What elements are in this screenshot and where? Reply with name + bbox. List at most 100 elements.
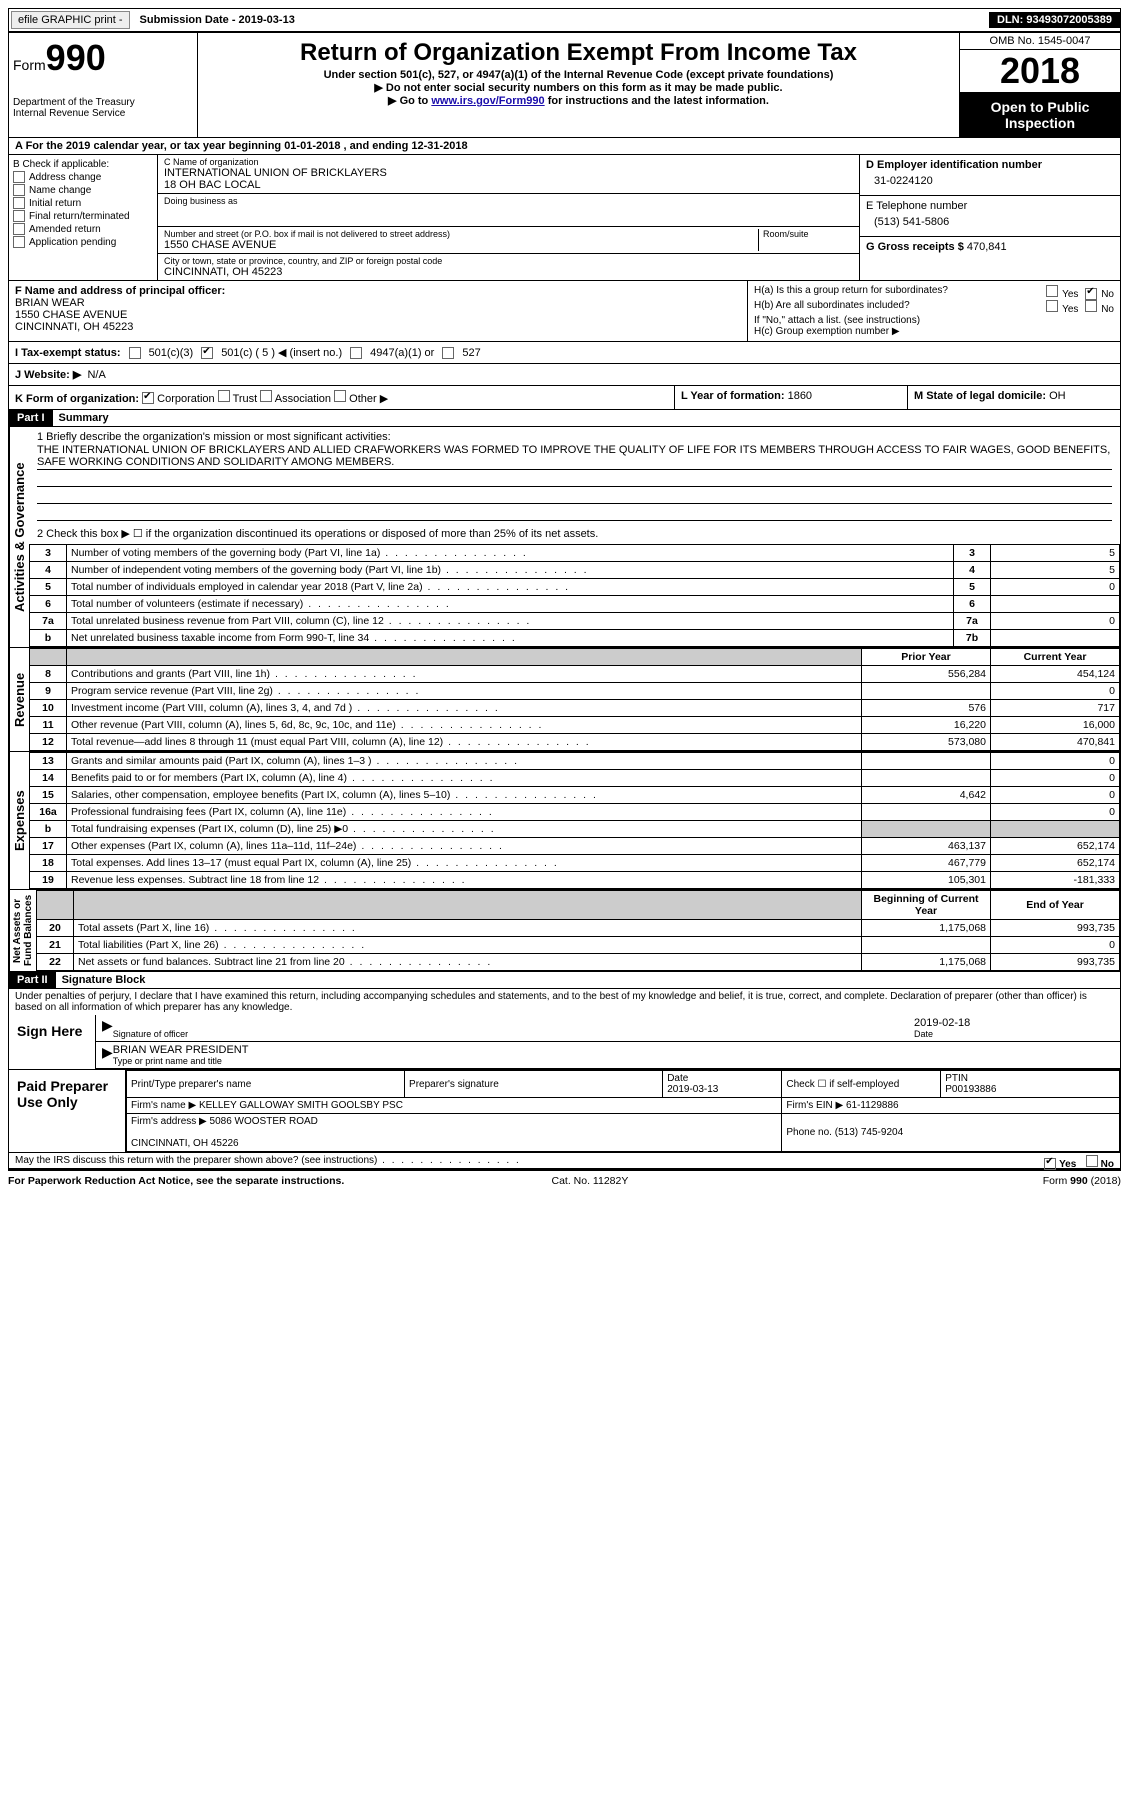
vtab-revenue: Revenue [9, 648, 29, 751]
c-name-label: C Name of organization [164, 157, 853, 167]
part2-badge: Part II [9, 972, 56, 988]
city-state-zip: CINCINNATI, OH 45223 [164, 266, 853, 278]
mission-label: 1 Briefly describe the organization's mi… [37, 431, 1112, 443]
revenue-table: Prior YearCurrent Year8Contributions and… [29, 648, 1120, 751]
chk-assoc[interactable] [260, 390, 272, 402]
chk-trust[interactable] [218, 390, 230, 402]
mission-text: THE INTERNATIONAL UNION OF BRICKLAYERS A… [37, 443, 1112, 470]
hb-yes[interactable] [1046, 300, 1058, 312]
efile-print-button[interactable]: efile GRAPHIC print - [11, 11, 130, 29]
street-address: 1550 CHASE AVENUE [164, 239, 758, 251]
section-bcdeg: B Check if applicable: Address change Na… [8, 155, 1121, 281]
vtab-activities: Activities & Governance [9, 427, 29, 647]
h-b: H(b) Are all subordinates included? Yes … [754, 300, 1114, 311]
discuss-no[interactable] [1086, 1155, 1098, 1167]
row-i-tax-status: I Tax-exempt status: 501(c)(3) 501(c) ( … [8, 342, 1121, 364]
irs-link[interactable]: www.irs.gov/Form990 [431, 95, 544, 107]
form-header: Form990 Department of the Treasury Inter… [8, 32, 1121, 138]
chk-amended[interactable] [13, 223, 25, 235]
form-ref: Form 990 (2018) [1043, 1175, 1121, 1187]
arrow-icon: ▶ [102, 1017, 113, 1039]
part1-title: Summary [53, 410, 115, 426]
sig-date: 2019-02-18 [914, 1017, 1114, 1029]
expenses-table: 13Grants and similar amounts paid (Part … [29, 752, 1120, 889]
b-label: B Check if applicable: [13, 159, 153, 170]
ha-no[interactable] [1085, 288, 1097, 300]
expenses-section: Expenses 13Grants and similar amounts pa… [8, 752, 1121, 890]
subtitle-2: ▶ Do not enter social security numbers o… [206, 81, 951, 94]
chk-initial-return[interactable] [13, 197, 25, 209]
firm-phone: (513) 745-9204 [835, 1127, 903, 1138]
arrow-icon: ▶ [102, 1044, 113, 1066]
line-2: 2 Check this box ▶ ☐ if the organization… [37, 527, 1112, 540]
dba-label: Doing business as [164, 196, 853, 206]
h-c: H(c) Group exemption number ▶ [754, 326, 1114, 337]
sign-here-label: Sign Here [9, 1015, 96, 1069]
row-j-website: J Website: ▶ N/A [8, 364, 1121, 386]
subtitle-3: ▶ Go to www.irs.gov/Form990 for instruct… [206, 94, 951, 107]
room-label: Room/suite [763, 229, 853, 239]
self-employed-check[interactable]: Check ☐ if self-employed [782, 1071, 941, 1098]
officer-address: 1550 CHASE AVENUE CINCINNATI, OH 45223 [15, 309, 741, 333]
firm-ein: 61-1129886 [846, 1100, 899, 1111]
chk-corp[interactable] [142, 392, 154, 404]
form-title: Return of Organization Exempt From Incom… [206, 39, 951, 67]
revenue-section: Revenue Prior YearCurrent Year8Contribut… [8, 648, 1121, 752]
submission-date: Submission Date - 2019-03-13 [132, 12, 303, 28]
ha-yes[interactable] [1046, 285, 1058, 297]
phone-value: (513) 541-5806 [866, 212, 1114, 232]
city-label: City or town, state or province, country… [164, 256, 853, 266]
part2-title: Signature Block [56, 972, 152, 988]
h-a: H(a) Is this a group return for subordin… [754, 285, 1114, 296]
section-fh: F Name and address of principal officer:… [8, 281, 1121, 342]
vtab-expenses: Expenses [9, 752, 29, 889]
form-number: Form990 [13, 37, 193, 79]
d-ein-label: D Employer identification number [866, 159, 1114, 171]
g-receipts-label: G Gross receipts $ [866, 241, 964, 253]
tax-year: 2018 [960, 50, 1120, 93]
page-footer: For Paperwork Reduction Act Notice, see … [8, 1171, 1121, 1191]
open-inspection: Open to Public Inspection [960, 93, 1120, 137]
paperwork-notice: For Paperwork Reduction Act Notice, see … [8, 1175, 344, 1187]
hb-no[interactable] [1085, 300, 1097, 312]
paid-preparer-label: Paid Preparer Use Only [9, 1070, 126, 1152]
officer-name-title: BRIAN WEAR PRESIDENT [113, 1044, 1114, 1056]
part1-header-row: Part I Summary [8, 410, 1121, 427]
part2-header-row: Part II Signature Block [8, 972, 1121, 989]
ptin: P00193886 [945, 1084, 996, 1095]
year-formation: 1860 [788, 390, 812, 402]
org-name: INTERNATIONAL UNION OF BRICKLAYERS 18 OH… [164, 167, 853, 191]
subtitle-1: Under section 501(c), 527, or 4947(a)(1)… [206, 69, 951, 81]
chk-application-pending[interactable] [13, 236, 25, 248]
ein-value: 31-0224120 [866, 171, 1114, 191]
chk-address-change[interactable] [13, 171, 25, 183]
paid-preparer: Paid Preparer Use Only Print/Type prepar… [8, 1070, 1121, 1153]
preparer-date: 2019-03-13 [667, 1084, 718, 1095]
chk-501c3[interactable] [129, 347, 141, 359]
firm-name: KELLEY GALLOWAY SMITH GOOLSBY PSC [199, 1100, 403, 1111]
discuss-row: May the IRS discuss this return with the… [8, 1153, 1121, 1169]
top-bar: efile GRAPHIC print - Submission Date - … [8, 8, 1121, 32]
ag-table: 3Number of voting members of the governi… [29, 544, 1120, 647]
dln-label: DLN: 93493072005389 [989, 12, 1120, 28]
activities-governance: Activities & Governance 1 Briefly descri… [8, 427, 1121, 648]
perjury-declaration: Under penalties of perjury, I declare th… [9, 989, 1120, 1015]
omb-number: OMB No. 1545-0047 [960, 33, 1120, 50]
chk-final-return[interactable] [13, 210, 25, 222]
signature-block: Under penalties of perjury, I declare th… [8, 989, 1121, 1070]
chk-4947[interactable] [350, 347, 362, 359]
chk-name-change[interactable] [13, 184, 25, 196]
row-klm: K Form of organization: Corporation Trus… [8, 386, 1121, 410]
net-assets-section: Net Assets or Fund Balances Beginning of… [8, 890, 1121, 972]
addr-label: Number and street (or P.O. box if mail i… [164, 229, 758, 239]
vtab-net-assets: Net Assets or Fund Balances [9, 890, 36, 971]
net-assets-table: Beginning of Current YearEnd of Year20To… [36, 890, 1120, 971]
gross-receipts: 470,841 [967, 241, 1007, 253]
discuss-yes[interactable] [1044, 1158, 1056, 1170]
chk-527[interactable] [442, 347, 454, 359]
dept-treasury: Department of the Treasury Internal Reve… [13, 97, 193, 119]
e-phone-label: E Telephone number [866, 200, 1114, 212]
chk-other[interactable] [334, 390, 346, 402]
chk-501c[interactable] [201, 347, 213, 359]
part1-badge: Part I [9, 410, 53, 426]
